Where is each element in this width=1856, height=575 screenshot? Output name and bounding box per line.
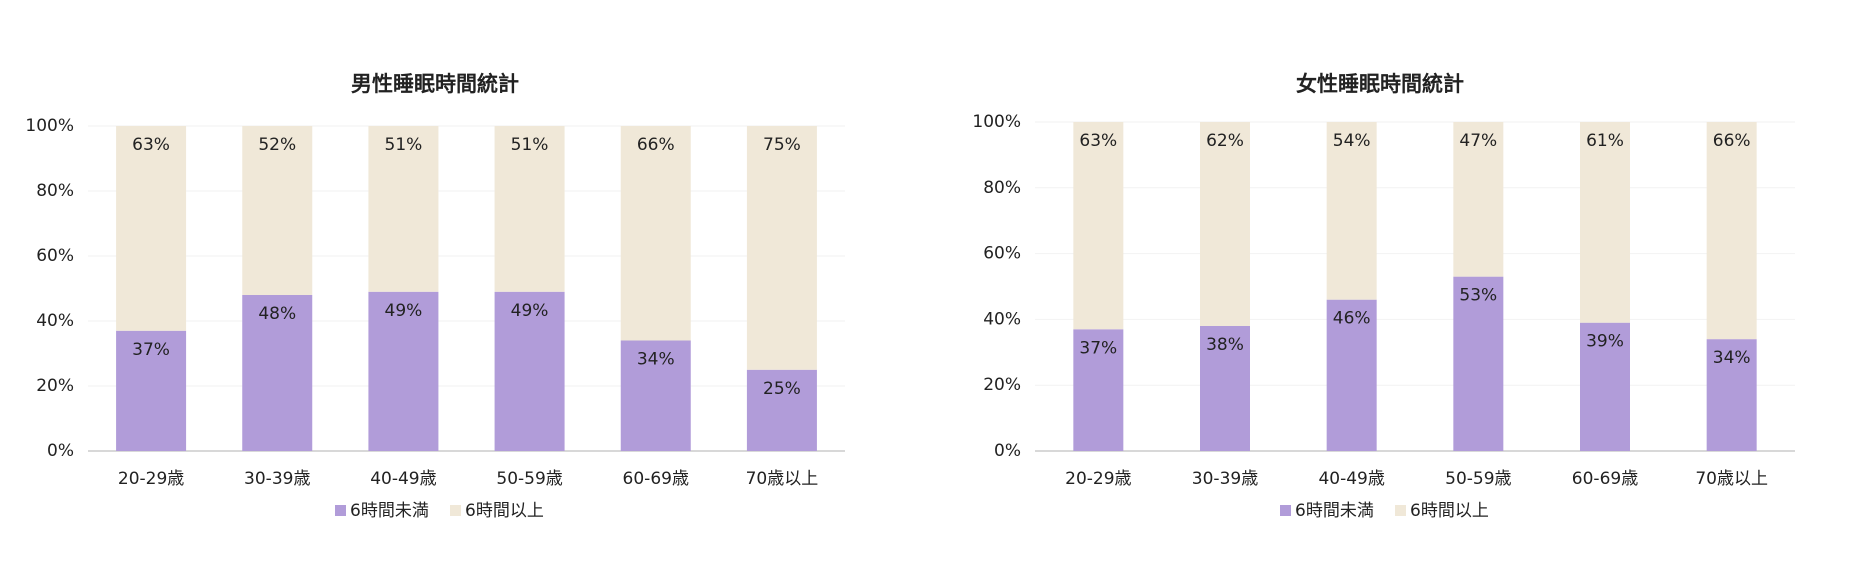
data-label: 52% [258,135,296,155]
bar-segment [494,291,565,451]
legend-swatch [335,505,346,516]
bar-segment [1580,322,1630,451]
data-label: 61% [1586,131,1624,151]
bar-segment [368,126,439,292]
legend-label: 6時間以上 [1410,501,1489,521]
x-tick-label: 20-29歳 [118,469,184,489]
x-tick-label: 40-49歳 [370,469,436,489]
x-tick-label: 30-39歳 [244,469,310,489]
data-label: 37% [1079,338,1117,358]
bar-segment [116,126,187,331]
data-label: 54% [1333,131,1371,151]
x-tick-label: 30-39歳 [1192,469,1258,489]
data-label: 63% [1079,131,1117,151]
chart-title: 男性睡眠時間統計 [351,72,519,96]
y-tick-label: 40% [983,309,1021,329]
bar-segment [1326,299,1377,451]
bar-segment [1200,325,1250,451]
data-label: 49% [511,301,549,321]
bar-segment [620,126,691,341]
y-tick-label: 60% [36,246,74,266]
y-tick-label: 40% [36,311,74,331]
bar-segment [494,126,565,292]
data-label: 38% [1206,335,1244,355]
data-label: 25% [763,379,801,399]
bar-segment [620,340,691,451]
data-label: 66% [1713,131,1751,151]
legend-swatch [1395,505,1406,516]
legend-label: 6時間以上 [465,501,544,521]
bar-segment [1073,122,1124,330]
x-tick-label: 40-49歳 [1318,469,1384,489]
x-tick-label: 50-59歳 [496,469,562,489]
bar-segment [746,369,817,451]
legend-label: 6時間未満 [350,501,429,521]
y-tick-label: 100% [972,112,1021,132]
bar-segment [1200,122,1250,326]
y-tick-label: 0% [47,441,74,461]
bar-segment [1706,339,1757,451]
y-tick-label: 100% [25,116,74,136]
bar-segment [1073,329,1124,451]
x-tick-label: 60-69歳 [623,469,689,489]
y-tick-label: 20% [983,375,1021,395]
y-tick-label: 80% [36,181,74,201]
data-label: 66% [637,135,675,155]
x-tick-label: 70歳以上 [746,469,819,489]
y-tick-label: 0% [994,441,1021,461]
bar-segment [1580,122,1630,323]
bar-segment [746,126,817,370]
bar-segment [368,291,439,451]
legend-swatch [1280,505,1291,516]
data-label: 48% [258,304,296,324]
bar-segment [1453,276,1504,451]
bar-segment [242,126,313,295]
data-label: 51% [385,135,423,155]
bar-segment [242,295,313,451]
y-tick-label: 80% [983,178,1021,198]
x-tick-label: 50-59歳 [1445,469,1511,489]
y-tick-label: 60% [983,244,1021,264]
bar-segment [1453,122,1504,277]
data-label: 62% [1206,131,1244,151]
y-tick-label: 20% [36,376,74,396]
data-label: 63% [132,135,170,155]
data-label: 46% [1333,309,1371,329]
data-label: 75% [763,135,801,155]
data-label: 37% [132,340,170,360]
data-label: 49% [385,301,423,321]
bar-segment [1326,122,1377,300]
legend-label: 6時間未満 [1295,501,1374,521]
x-tick-label: 70歳以上 [1695,469,1768,489]
chart-title: 女性睡眠時間統計 [1296,72,1464,96]
bar-segment [116,330,187,451]
data-label: 34% [1713,348,1751,368]
x-tick-label: 60-69歳 [1572,469,1638,489]
data-label: 51% [511,135,549,155]
data-label: 34% [637,350,675,370]
data-label: 39% [1586,332,1624,352]
legend-swatch [450,505,461,516]
data-label: 53% [1459,286,1497,306]
bar-segment [1706,122,1757,340]
x-tick-label: 20-29歳 [1065,469,1131,489]
data-label: 47% [1459,131,1497,151]
